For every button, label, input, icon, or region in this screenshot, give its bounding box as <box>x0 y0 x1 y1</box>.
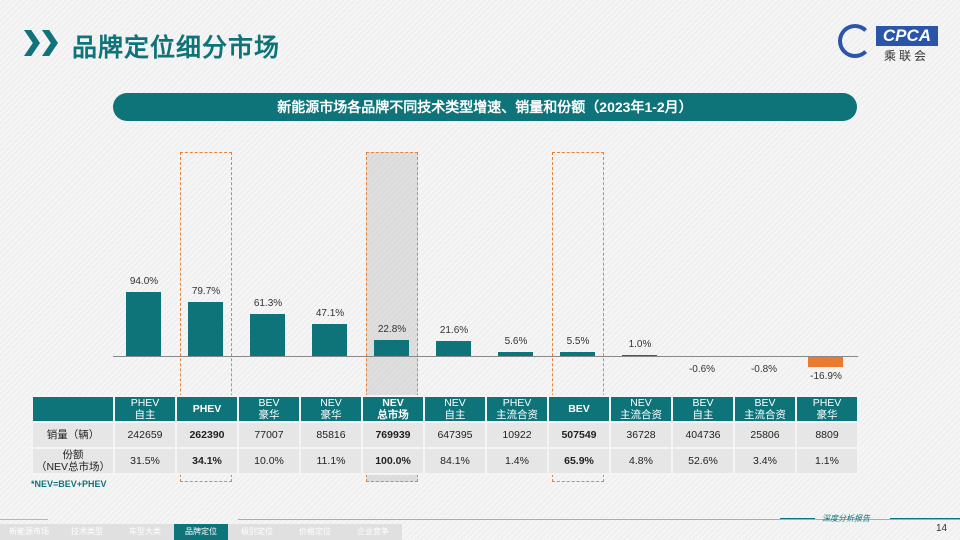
table-row: 份额 （NEV总市场） 31.5% 34.1% 10.0% 11.1% 100.0% 84.1… <box>31 447 859 475</box>
bar <box>250 314 285 356</box>
bar <box>560 352 595 356</box>
page-number: 14 <box>936 523 948 534</box>
data-label: 47.1% <box>315 307 345 319</box>
nav-tab[interactable]: 价格定位 <box>299 527 331 536</box>
table-cell: 25806 <box>733 421 797 449</box>
section-nav: 新能源市场 技术类型 车型大类 品牌定位 级别定位 价格定位 企业竞争 <box>0 524 402 540</box>
column-header: PHEV 主流合资 <box>485 395 549 423</box>
column-header: NEV 豪华 <box>299 395 363 423</box>
column-header: NEV 主流合资 <box>609 395 673 423</box>
table-cell: 507549 <box>547 421 611 449</box>
tagline: 深度分析报告 <box>822 514 870 523</box>
data-table: PHEV 自主 PHEV BEV 豪华 NEV 豪华 NEV 总市场 NEV 自主 PHEV 主流合资 B… <box>31 395 859 475</box>
row-label: 销量（辆） <box>31 421 115 449</box>
highlight-box <box>180 152 232 482</box>
table-cell: 10.0% <box>237 447 301 475</box>
column-header: PHEV <box>175 395 239 423</box>
chart-title-banner: 新能源市场各品牌不同技术类型增速、销量和份额（2023年1-2月） <box>113 93 857 121</box>
table-cell: 262390 <box>175 421 239 449</box>
logo-text: CPCA <box>876 26 938 46</box>
column-header: NEV 总市场 <box>361 395 425 423</box>
nav-tab[interactable]: 级别定位 <box>241 527 273 536</box>
table-cell: 34.1% <box>175 447 239 475</box>
logo-cn: 乘联会 <box>884 49 930 63</box>
table-cell: 85816 <box>299 421 363 449</box>
nav-tab[interactable]: 企业竞争 <box>357 527 389 536</box>
data-label: 5.6% <box>504 336 528 348</box>
table-cell: 84.1% <box>423 447 487 475</box>
bar <box>436 341 471 356</box>
table-cell: 10922 <box>485 421 549 449</box>
bar <box>188 301 223 356</box>
cpca-logo: CPCA 乘联会 <box>838 22 948 63</box>
table-cell: 3.4% <box>733 447 797 475</box>
column-header: BEV 自主 <box>671 395 735 423</box>
data-label: 79.7% <box>191 285 221 297</box>
table-cell: 1.4% <box>485 447 549 475</box>
x-axis <box>113 356 858 357</box>
table-cell: 77007 <box>237 421 301 449</box>
column-header: BEV <box>547 395 611 423</box>
data-label: 5.5% <box>566 336 590 348</box>
column-header: BEV 主流合资 <box>733 395 797 423</box>
data-label: -16.9% <box>810 371 842 383</box>
data-label: 21.6% <box>439 325 469 337</box>
bar <box>498 352 533 356</box>
table-cell: 100.0% <box>361 447 425 475</box>
data-label: 94.0% <box>129 276 159 288</box>
bar <box>312 323 347 356</box>
nav-tab[interactable]: 车型大类 <box>129 527 161 536</box>
nav-tab[interactable]: 品牌定位 <box>174 524 228 540</box>
bar <box>808 356 843 368</box>
highlight-box <box>552 152 604 482</box>
nav-tab[interactable]: 新能源市场 <box>9 527 49 536</box>
table-header: PHEV 自主 PHEV BEV 豪华 NEV 豪华 NEV 总市场 NEV 自主 PHEV 主流合资 B… <box>31 395 859 423</box>
data-label: 61.3% <box>253 298 283 310</box>
nav-tab[interactable]: 技术类型 <box>71 527 103 536</box>
table-row: 销量（辆） 242659 262390 77007 85816 769939 647395 1… <box>31 421 859 449</box>
table-cell: 242659 <box>113 421 177 449</box>
bar <box>374 340 409 356</box>
footnote: *NEV=BEV+PHEV <box>31 479 107 489</box>
table-cell: 4.8% <box>609 447 673 475</box>
table-cell: 36728 <box>609 421 673 449</box>
column-header: BEV 豪华 <box>237 395 301 423</box>
table-cell: 65.9% <box>547 447 611 475</box>
logo-mark-icon <box>838 24 872 58</box>
column-header: PHEV 豪华 <box>795 395 859 423</box>
row-label: 份额 （NEV总市场） <box>31 447 115 475</box>
chevron-icon <box>24 30 60 56</box>
page-title: 品牌定位细分市场 <box>72 34 281 62</box>
data-label: 1.0% <box>628 339 652 350</box>
data-label: 22.8% <box>377 324 407 336</box>
bar <box>126 292 161 356</box>
bar <box>622 355 657 356</box>
data-label: -0.8% <box>750 364 778 375</box>
column-header: PHEV 自主 <box>113 395 177 423</box>
table-cell: 11.1% <box>299 447 363 475</box>
table-cell: 1.1% <box>795 447 859 475</box>
table-cell: 8809 <box>795 421 859 449</box>
table-cell: 31.5% <box>113 447 177 475</box>
data-label: -0.6% <box>688 364 716 375</box>
table-cell: 769939 <box>361 421 425 449</box>
table-cell: 404736 <box>671 421 735 449</box>
column-header: NEV 自主 <box>423 395 487 423</box>
table-cell: 52.6% <box>671 447 735 475</box>
table-cell: 647395 <box>423 421 487 449</box>
